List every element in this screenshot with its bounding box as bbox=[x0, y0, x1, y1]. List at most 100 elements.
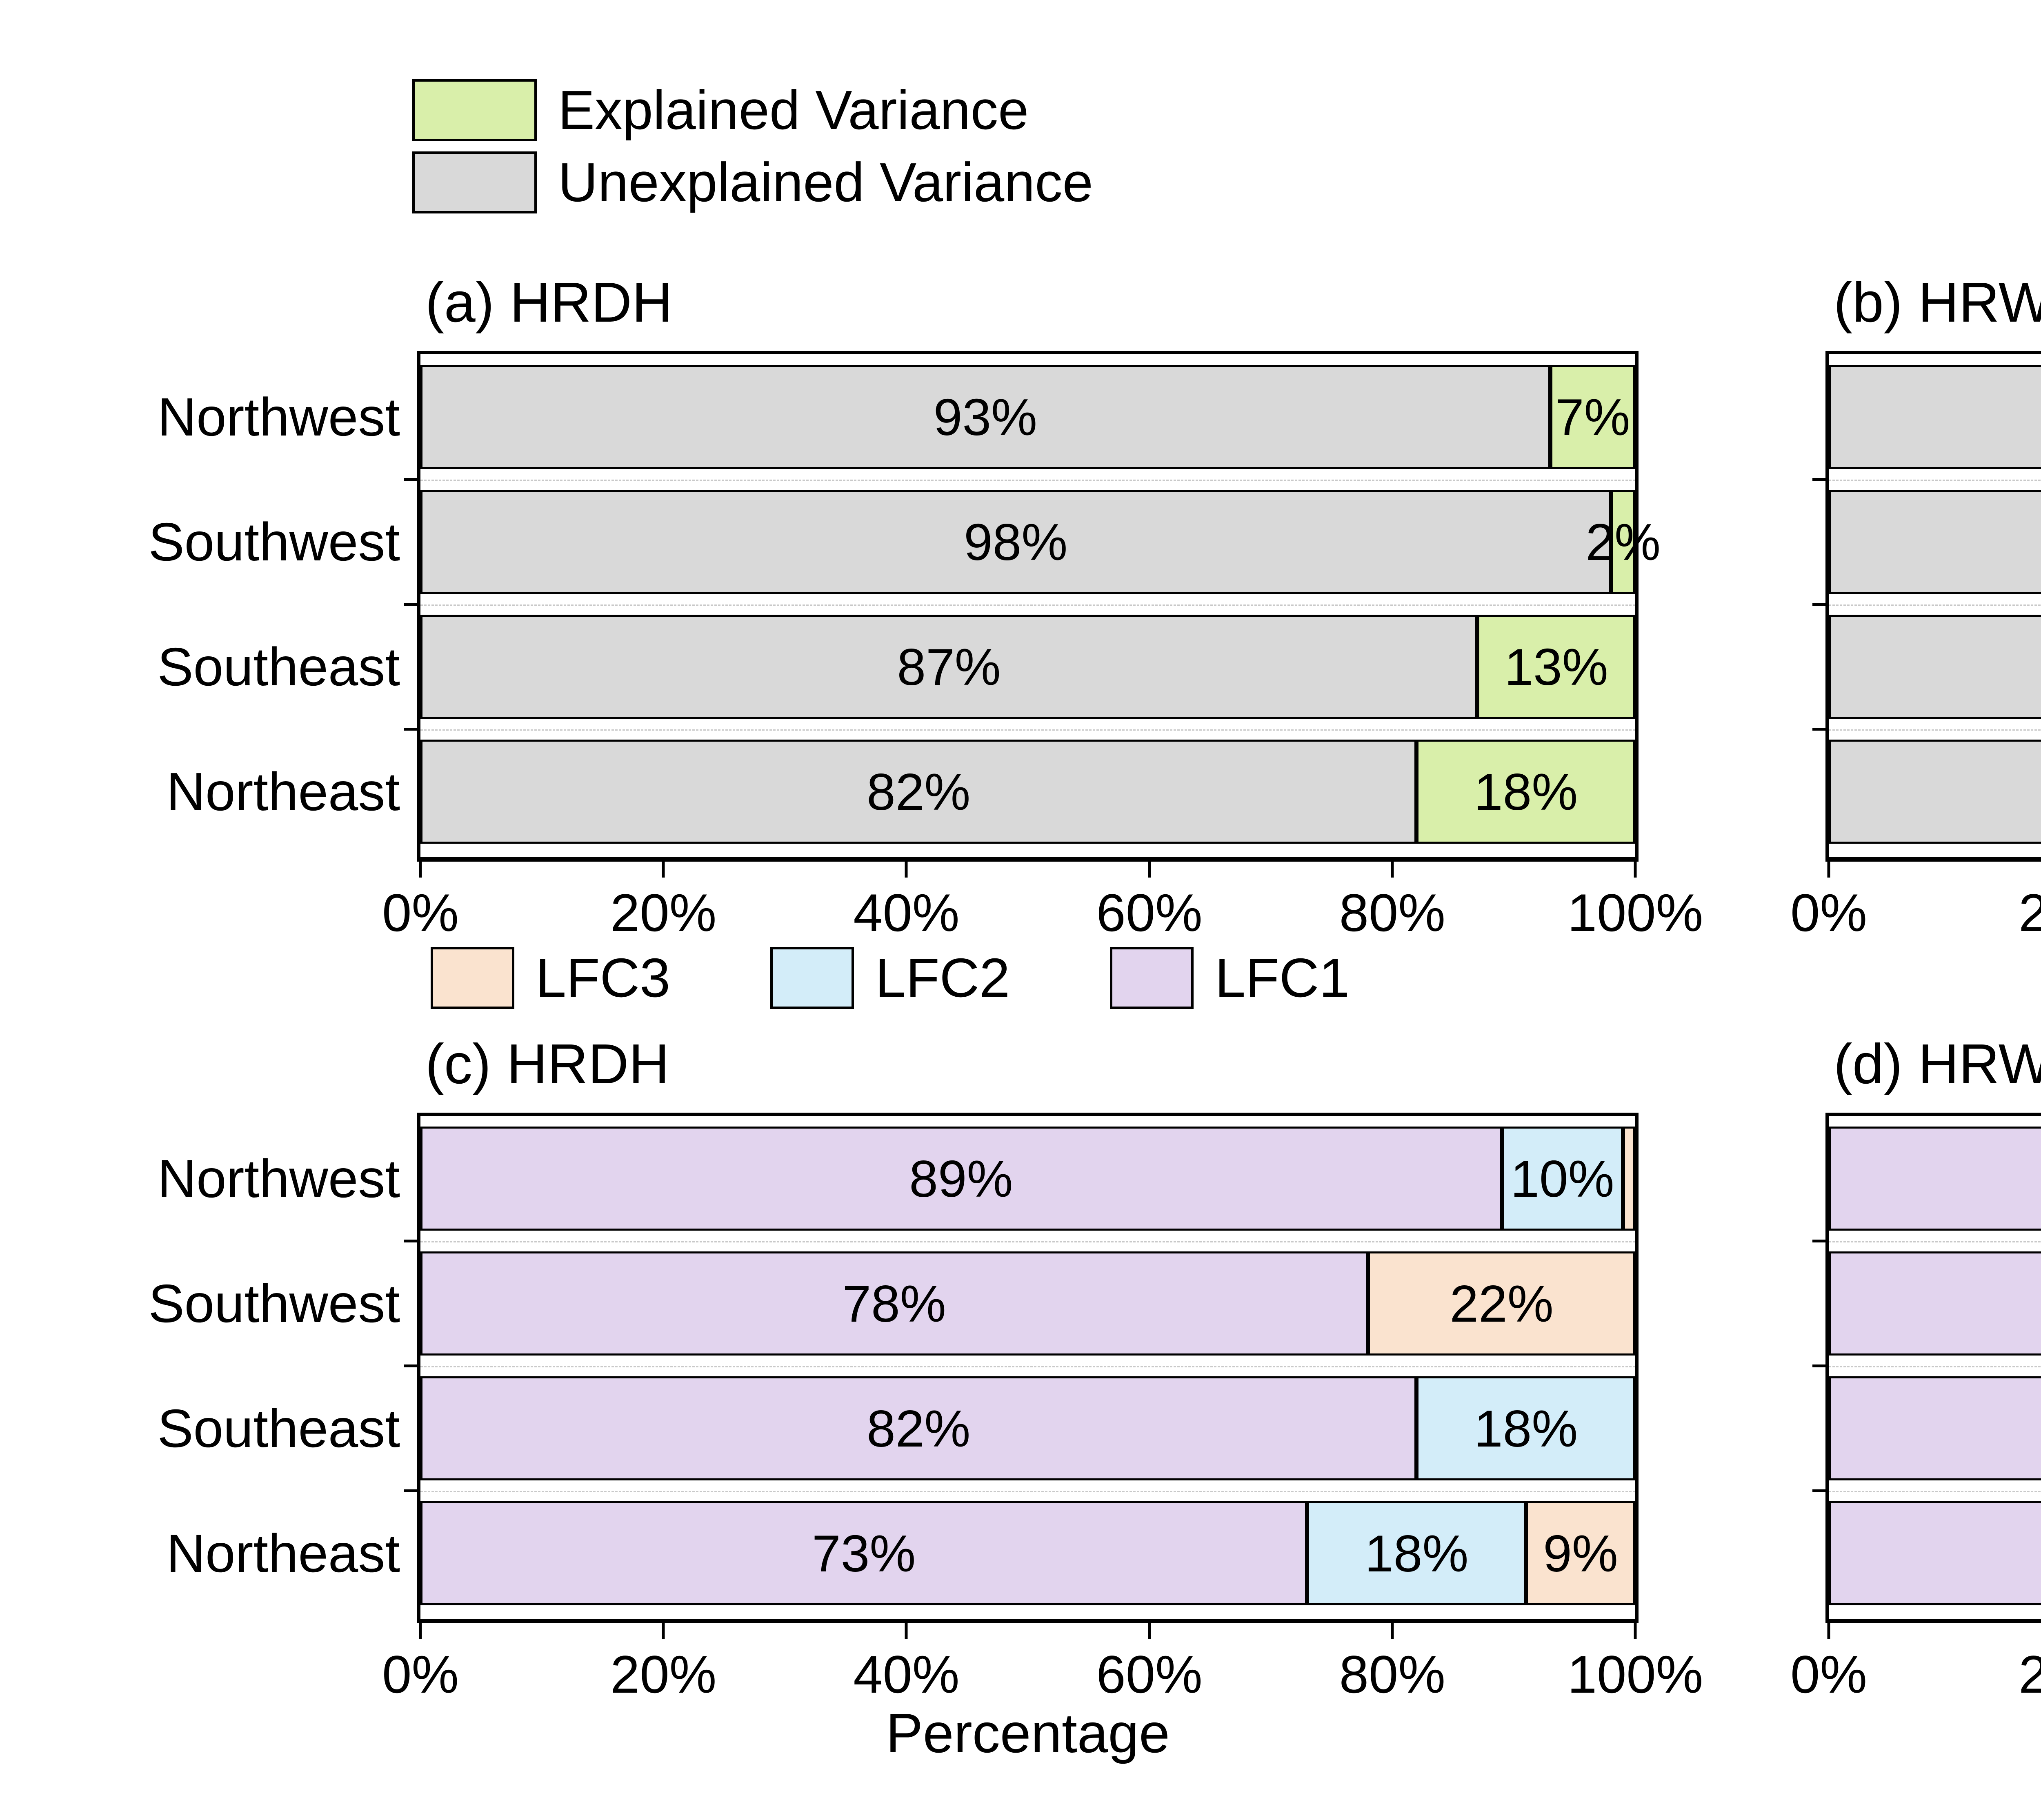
y-axis-minor-tick bbox=[1812, 1489, 1825, 1492]
legend-item-lfc3: LFC3 bbox=[431, 946, 670, 1009]
x-axis: 0%20%40%60%80%100% bbox=[1790, 1619, 2041, 1725]
row-separator-gridline bbox=[420, 604, 1635, 606]
y-axis-minor-tick bbox=[404, 728, 417, 731]
panel-title-c: (c) HRDH bbox=[425, 1033, 669, 1096]
bar-row-b-northeast: 93%7% bbox=[1829, 740, 2041, 844]
bar-segment-unexplained-variance: 53% bbox=[1829, 490, 2041, 594]
x-axis: 0%20%40%60%80%100% bbox=[382, 857, 1703, 963]
bar-segment-lfc2: 18% bbox=[1307, 1501, 1526, 1605]
bar-row-d-southwest: 98% bbox=[1829, 1251, 2041, 1356]
category-label-southeast: Southeast bbox=[157, 637, 400, 697]
bar-row-b-southeast: 62%38% bbox=[1829, 615, 2041, 719]
x-axis-tick-label: 0% bbox=[382, 1644, 459, 1704]
bar-value-label: 10% bbox=[1510, 1149, 1614, 1208]
row-separator-gridline bbox=[1829, 1366, 2041, 1367]
y-axis-minor-tick bbox=[404, 603, 417, 606]
bar-row-a-southwest: 98% 2% bbox=[420, 490, 1661, 594]
bar-value-label: 78% bbox=[842, 1274, 946, 1333]
x-axis-tick-label: 40% bbox=[853, 883, 960, 942]
x-axis-tick-label: 100% bbox=[1567, 1644, 1703, 1704]
plot-area-c: (c) HRDH 89% 10% Northwest 78% 22% Southwest 8… bbox=[149, 1033, 1703, 1764]
bar-value-label: 18% bbox=[1474, 1399, 1578, 1458]
bar-value-label: 18% bbox=[1365, 1524, 1469, 1582]
bar-row-c-southeast: 82% 18% bbox=[420, 1376, 1635, 1480]
bar-value-label: 82% bbox=[867, 1399, 971, 1458]
row-separator-gridline bbox=[1829, 1241, 2041, 1242]
x-axis-tick bbox=[1827, 1622, 1830, 1639]
y-axis-minor-tick bbox=[404, 1364, 417, 1367]
bar-segment-lfc1: 78% bbox=[420, 1251, 1368, 1356]
bar-value-label: 18% bbox=[1474, 762, 1578, 821]
bar-segment-unexplained-variance: 74% bbox=[1829, 365, 2041, 469]
category-label-northwest: Northwest bbox=[157, 1149, 400, 1209]
bar-value-label: 7% bbox=[1555, 388, 1630, 446]
plot-area-d: (d) HRWH 94%98%72%15%13%97%0%20%40%60%80… bbox=[1790, 1033, 2041, 1704]
legend-swatch-unexplained bbox=[412, 151, 537, 213]
category-label-southwest: Southwest bbox=[148, 1273, 400, 1333]
legend-label: Unexplained Variance bbox=[558, 151, 1093, 213]
legend-swatch-explained bbox=[412, 79, 537, 141]
bar-segment-unexplained-variance: 93% bbox=[1829, 740, 2041, 844]
bar-value-label: 98% bbox=[964, 513, 1068, 571]
legend-label: LFC1 bbox=[1215, 947, 1350, 1009]
legend-item-explained-variance: Explained Variance bbox=[412, 78, 1093, 142]
row-separator-gridline bbox=[420, 1491, 1635, 1492]
y-axis-minor-tick bbox=[1812, 728, 1825, 731]
bar-value-label: 22% bbox=[1450, 1274, 1554, 1333]
x-axis-tick-label: 20% bbox=[610, 1644, 717, 1704]
bar-segment-lfc1: 89% bbox=[420, 1127, 1502, 1231]
x-axis-tick bbox=[662, 1622, 665, 1639]
bar-segment-lfc2: 10% bbox=[1501, 1127, 1623, 1231]
bar-value-label: 13% bbox=[1504, 638, 1608, 696]
legend-lfc: LFC3 LFC2 LFC1 bbox=[431, 946, 1350, 1009]
bar-segment-lfc3: 22% bbox=[1368, 1251, 1635, 1356]
legend-swatch-lfc3 bbox=[431, 947, 514, 1009]
bar-row-d-northeast: 97% bbox=[1829, 1501, 2041, 1605]
bar-segment-unexplained-variance: 93% bbox=[420, 365, 1550, 469]
legend-label: Explained Variance bbox=[558, 79, 1029, 141]
x-axis-tick-label: 80% bbox=[1339, 883, 1445, 942]
x-axis-tick bbox=[1148, 860, 1151, 878]
bar-value-label: 73% bbox=[812, 1524, 916, 1582]
x-axis-tick-label: 100% bbox=[1567, 883, 1703, 942]
bar-value-label: 82% bbox=[867, 762, 971, 821]
y-axis-minor-tick bbox=[1812, 1364, 1825, 1367]
legend-swatch-lfc1 bbox=[1110, 947, 1194, 1009]
legend-label: LFC2 bbox=[875, 947, 1010, 1009]
x-axis-tick-label: 80% bbox=[1339, 1644, 1445, 1704]
legend-label: LFC3 bbox=[536, 947, 671, 1009]
y-axis-minor-tick bbox=[404, 1240, 417, 1242]
x-axis: 0%20%40%60%80%100% bbox=[1790, 857, 2041, 963]
y-axis-minor-tick bbox=[1812, 1240, 1825, 1242]
bar-value-label: 87% bbox=[897, 638, 1001, 696]
row-separator-gridline bbox=[420, 1241, 1635, 1242]
panel-title-d: (d) HRWH bbox=[1834, 1033, 2041, 1096]
x-axis-tick-label: 60% bbox=[1096, 883, 1203, 942]
category-label-southeast: Southeast bbox=[157, 1398, 400, 1458]
y-axis-minor-tick bbox=[404, 478, 417, 481]
x-axis-tick-label: 60% bbox=[1096, 1644, 1203, 1704]
legend-variance: Explained Variance Unexplained Variance bbox=[412, 78, 1093, 214]
x-axis-tick bbox=[1391, 1622, 1394, 1639]
panel-b-hrwh: (b) HRWH 74%26%53%47%62%38%93%7%0%20%40%… bbox=[1790, 271, 2041, 942]
row-separator-gridline bbox=[1829, 729, 2041, 731]
y-axis-minor-tick bbox=[1812, 603, 1825, 606]
row-separator-gridline bbox=[1829, 1491, 2041, 1492]
category-label-northwest: Northwest bbox=[157, 387, 400, 447]
row-separator-gridline bbox=[1829, 480, 2041, 481]
x-axis-tick-label: 20% bbox=[2019, 883, 2041, 942]
bar-segment-explained-variance: 13% bbox=[1477, 615, 1635, 719]
x-axis-tick bbox=[905, 1622, 908, 1639]
bar-row-d-southeast: 72%15%13% bbox=[1829, 1376, 2041, 1480]
bar-segment-lfc1: 82% bbox=[420, 1376, 1417, 1480]
category-label-northeast: Northeast bbox=[166, 762, 400, 822]
plot-area-b: (b) HRWH 74%26%53%47%62%38%93%7%0%20%40%… bbox=[1790, 271, 2041, 942]
x-axis-tick-label: 0% bbox=[382, 883, 459, 942]
x-axis-tick-label: 0% bbox=[1790, 1644, 1867, 1704]
bar-value-label: 9% bbox=[1543, 1524, 1618, 1582]
category-label-northeast: Northeast bbox=[166, 1523, 400, 1583]
bar-value-label: 93% bbox=[933, 388, 1037, 446]
x-axis: 0%20%40%60%80%100% bbox=[382, 1619, 1703, 1725]
x-axis-tick-label: 20% bbox=[2019, 1644, 2041, 1704]
